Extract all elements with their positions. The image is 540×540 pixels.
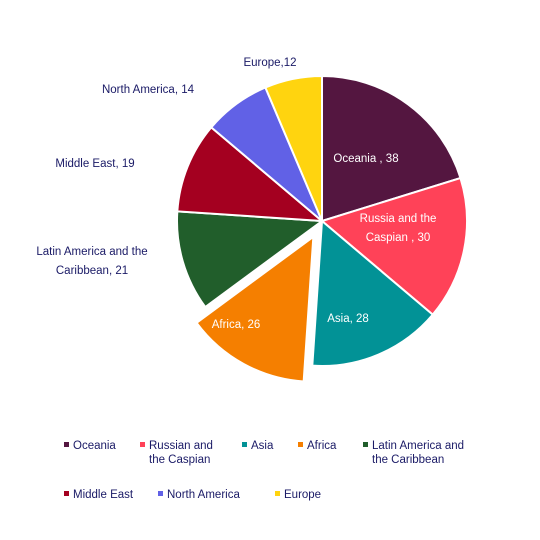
legend-label: Asia bbox=[251, 440, 274, 452]
legend-label: Oceania bbox=[73, 440, 116, 452]
legend-item: Russian and the Caspian bbox=[140, 440, 213, 466]
data-label-north-america: North America, 14 bbox=[102, 84, 195, 96]
data-label-middle-east: Middle East, 19 bbox=[55, 158, 134, 170]
data-label-europe: Europe,12 bbox=[243, 57, 296, 69]
legend-item: Africa bbox=[298, 440, 337, 452]
legend-item: Oceania bbox=[64, 440, 116, 452]
data-label-oceania: Oceania , 38 bbox=[333, 153, 398, 165]
data-label-africa: Africa, 26 bbox=[212, 319, 261, 331]
pie-slice-asia bbox=[311, 218, 435, 367]
legend-item: Europe bbox=[275, 489, 321, 501]
legend-item: Middle East bbox=[64, 489, 134, 501]
legend-swatch bbox=[140, 442, 145, 447]
legend-label: Russian and the Caspian bbox=[149, 440, 213, 466]
legend-swatch bbox=[242, 442, 247, 447]
legend-label: Latin America and the Caribbean bbox=[372, 440, 464, 466]
legend-swatch bbox=[298, 442, 303, 447]
pie-slice-latin-america-and-the-caribbean bbox=[176, 210, 325, 309]
legend-label: Africa bbox=[307, 440, 337, 452]
pie-slice-middle-east bbox=[176, 125, 325, 223]
legend-swatch bbox=[275, 491, 280, 496]
data-label-latin-america-and-the-caribbean: Latin America and the Caribbean, 21 bbox=[36, 246, 147, 277]
data-label-asia: Asia, 28 bbox=[327, 313, 369, 325]
legend-label: Europe bbox=[284, 489, 321, 501]
data-label-russia-and-the-caspian: Russia and the Caspian , 30 bbox=[360, 213, 437, 244]
legend-swatch bbox=[158, 491, 163, 496]
legend-item: North America bbox=[158, 489, 240, 501]
legend-item: Latin America and the Caribbean bbox=[363, 440, 464, 466]
pie-slice-africa bbox=[195, 234, 315, 383]
legend-swatch bbox=[64, 442, 69, 447]
pie-slice-oceania bbox=[321, 74, 462, 223]
pie-slice-russia-and-the-caspian bbox=[319, 176, 468, 317]
pie-slice-europe bbox=[264, 74, 323, 222]
legend-swatch bbox=[363, 442, 368, 447]
legend-item: Asia bbox=[242, 440, 274, 452]
legend-label: Middle East bbox=[73, 489, 134, 501]
legend-swatch bbox=[64, 491, 69, 496]
legend-label: North America bbox=[167, 489, 240, 501]
